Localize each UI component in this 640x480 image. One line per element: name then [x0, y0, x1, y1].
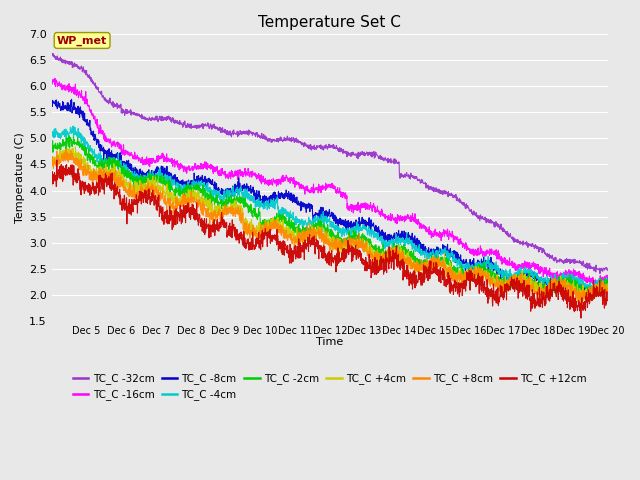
- X-axis label: Time: Time: [316, 337, 344, 347]
- Y-axis label: Temperature (C): Temperature (C): [15, 132, 25, 223]
- Legend: TC_C -32cm, TC_C -16cm, TC_C -8cm, TC_C -4cm, TC_C -2cm, TC_C +4cm, TC_C +8cm, T: TC_C -32cm, TC_C -16cm, TC_C -8cm, TC_C …: [68, 369, 591, 405]
- Title: Temperature Set C: Temperature Set C: [259, 15, 401, 30]
- Text: WP_met: WP_met: [57, 36, 108, 46]
